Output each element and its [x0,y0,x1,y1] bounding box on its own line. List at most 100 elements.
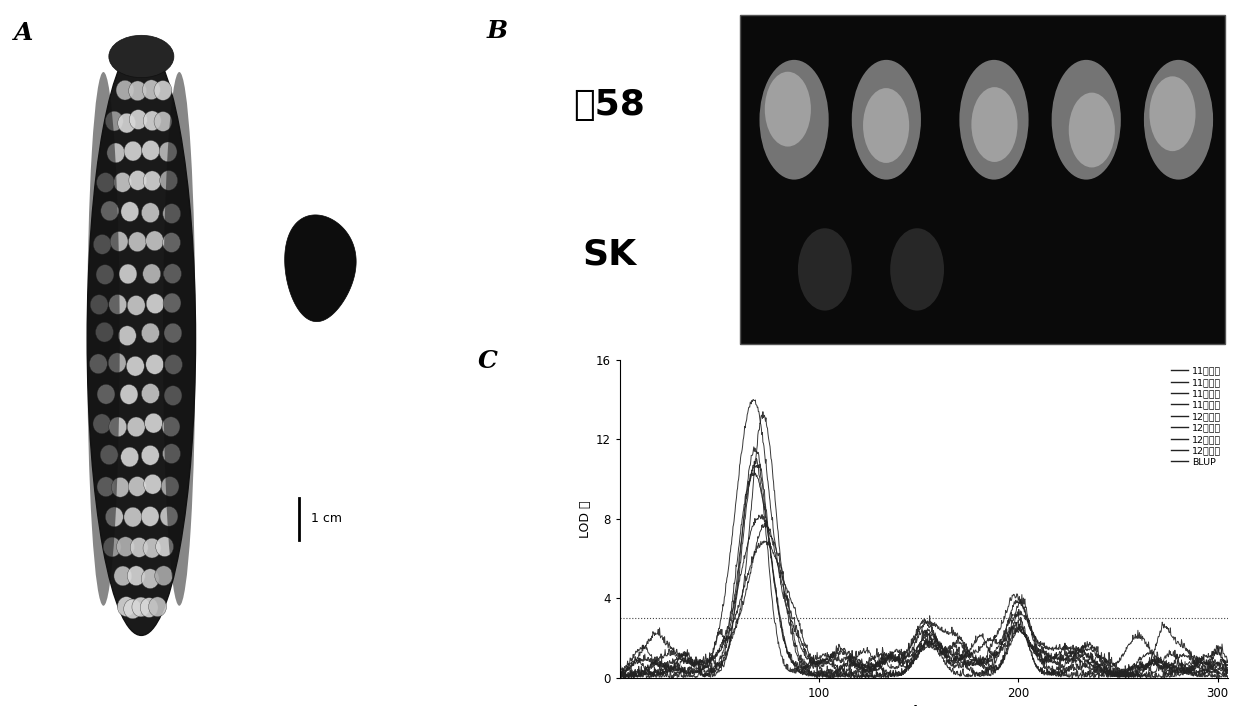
Ellipse shape [149,597,166,616]
Ellipse shape [130,537,148,557]
Ellipse shape [93,234,112,254]
Ellipse shape [162,417,180,436]
Ellipse shape [89,354,108,373]
Ellipse shape [164,385,182,405]
Ellipse shape [971,87,1018,162]
Ellipse shape [162,72,196,606]
Ellipse shape [141,203,159,222]
Ellipse shape [141,506,159,526]
Ellipse shape [1052,60,1121,179]
Ellipse shape [112,477,129,497]
Ellipse shape [141,569,159,589]
Ellipse shape [164,264,181,284]
Ellipse shape [129,81,146,101]
Ellipse shape [126,357,144,376]
Ellipse shape [141,445,159,465]
Ellipse shape [852,60,921,179]
Polygon shape [285,215,356,322]
Ellipse shape [118,113,135,133]
Ellipse shape [129,232,146,252]
Ellipse shape [87,72,120,606]
Ellipse shape [93,414,110,433]
Text: SK: SK [583,237,636,271]
Ellipse shape [765,72,811,147]
Ellipse shape [97,477,115,496]
Ellipse shape [109,417,126,437]
Ellipse shape [100,201,119,221]
Ellipse shape [144,474,161,494]
FancyBboxPatch shape [740,15,1225,345]
Ellipse shape [863,88,909,163]
Ellipse shape [165,354,182,374]
Ellipse shape [124,507,141,527]
Ellipse shape [145,231,164,251]
Ellipse shape [109,294,126,314]
Ellipse shape [160,506,179,526]
Ellipse shape [1143,60,1213,179]
Ellipse shape [128,296,145,316]
Ellipse shape [143,264,161,284]
Ellipse shape [119,264,136,284]
Ellipse shape [103,537,122,557]
Ellipse shape [890,228,944,311]
Ellipse shape [118,326,136,346]
Ellipse shape [145,413,162,433]
Ellipse shape [164,323,182,343]
Ellipse shape [162,204,181,224]
Ellipse shape [124,599,141,618]
Ellipse shape [124,141,141,161]
Ellipse shape [117,80,134,100]
Ellipse shape [129,477,146,496]
Ellipse shape [95,322,113,342]
Ellipse shape [118,597,135,616]
Ellipse shape [159,142,177,162]
Ellipse shape [114,566,131,586]
Ellipse shape [156,537,174,556]
Ellipse shape [110,232,128,251]
Ellipse shape [759,60,828,179]
Ellipse shape [122,202,139,222]
Ellipse shape [143,171,161,191]
Ellipse shape [799,228,852,311]
Text: B: B [486,19,507,42]
Ellipse shape [143,80,160,100]
Ellipse shape [95,265,114,285]
Ellipse shape [141,140,160,160]
Ellipse shape [107,143,125,163]
Ellipse shape [129,170,146,190]
Ellipse shape [97,173,114,193]
Ellipse shape [161,477,179,496]
Ellipse shape [117,537,134,556]
Text: A: A [14,21,33,45]
Y-axis label: LOD 值: LOD 值 [579,500,591,538]
Ellipse shape [162,444,181,464]
Ellipse shape [154,80,172,100]
Ellipse shape [105,112,123,131]
Ellipse shape [144,111,161,131]
Ellipse shape [91,295,108,315]
Ellipse shape [162,233,181,253]
Ellipse shape [97,384,115,404]
Text: C: C [477,349,497,373]
Ellipse shape [141,383,160,403]
Ellipse shape [146,354,164,374]
Ellipse shape [120,447,139,467]
Ellipse shape [1149,76,1195,151]
Ellipse shape [108,353,126,373]
Ellipse shape [141,323,160,343]
Ellipse shape [960,60,1028,179]
Ellipse shape [109,35,174,78]
Ellipse shape [143,538,161,558]
Ellipse shape [128,566,145,586]
Ellipse shape [154,112,172,131]
Ellipse shape [129,109,148,129]
Ellipse shape [164,293,181,313]
Text: 郑58: 郑58 [574,88,646,121]
Ellipse shape [160,171,177,191]
Ellipse shape [128,417,145,437]
Ellipse shape [105,507,123,527]
Legend: 11年重庆, 11年湖北, 11年河南, 11年云南, 12年重庆, 12年湖北, 12年河南, 12年云南, BLUP: 11年重庆, 11年湖北, 11年河南, 11年云南, 12年重庆, 12年湖北… [1169,365,1223,469]
Ellipse shape [1069,92,1115,167]
Ellipse shape [155,566,172,585]
Ellipse shape [146,294,164,313]
